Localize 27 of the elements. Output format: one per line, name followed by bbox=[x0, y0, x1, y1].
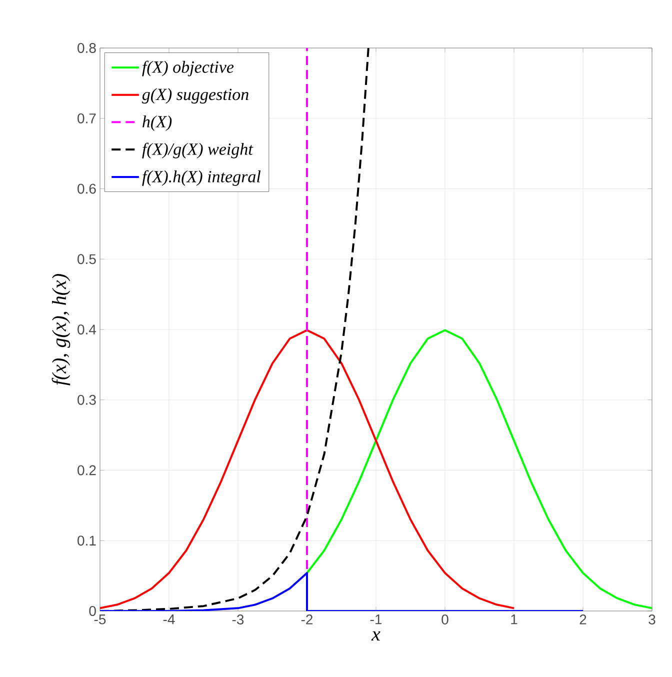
y-tick-label: 0.7 bbox=[78, 113, 96, 124]
line-series bbox=[100, 329, 515, 610]
legend-label: f(X)/g(X) weight bbox=[142, 142, 254, 158]
y-tick-label: 0.2 bbox=[78, 465, 96, 476]
y-tick-label: 0.4 bbox=[78, 324, 96, 334]
line-series bbox=[306, 329, 652, 610]
y-tick-label: 0.3 bbox=[78, 394, 96, 405]
y-tick-label: 0 bbox=[89, 606, 96, 616]
x-tick-label: -3 bbox=[232, 614, 244, 624]
x-tick-label: 0 bbox=[442, 614, 448, 624]
x-axis-title: x bbox=[371, 631, 380, 640]
legend-label: h(X) bbox=[142, 115, 172, 131]
y-tick-label: 0.5 bbox=[78, 254, 96, 264]
y-tick-label: 0.8 bbox=[78, 43, 96, 53]
x-tick-label: -5 bbox=[94, 614, 106, 624]
legend-label: f(X).h(X) integral bbox=[142, 170, 261, 186]
x-tick-label: -2 bbox=[301, 614, 313, 624]
y-tick-label: 0.6 bbox=[78, 184, 96, 194]
legend-label: f(X) objective bbox=[142, 60, 234, 76]
y-tick-label: 0.1 bbox=[78, 536, 96, 546]
x-tick-label: -4 bbox=[163, 614, 175, 624]
x-tick-label: 3 bbox=[648, 614, 656, 624]
x-tick-label: -1 bbox=[370, 614, 382, 624]
legend-label: g(X) suggestion bbox=[142, 88, 248, 104]
x-tick-label: 1 bbox=[511, 614, 518, 624]
y-axis-title: f(x), g(x), h(x) bbox=[52, 274, 70, 386]
x-tick-label: 2 bbox=[580, 614, 586, 624]
